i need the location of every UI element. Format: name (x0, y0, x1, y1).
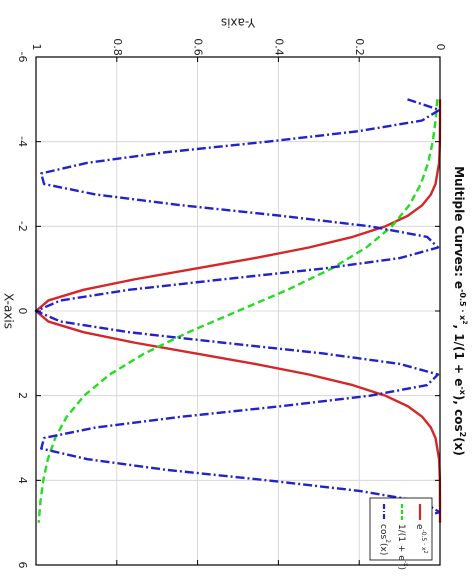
grid-lines (36, 57, 440, 565)
y-tick-label: 0.6 (192, 38, 205, 56)
x-tick-label: 0 (16, 308, 29, 315)
chart-title: Multiple Curves: e-0.5 · x2, 1/(1 + e-x)… (452, 166, 468, 456)
x-axis-label: X-axis (2, 293, 16, 329)
x-tick-label: -4 (16, 136, 29, 147)
title-exp1: -0.5 · x (458, 289, 467, 321)
legend: e-0.5 · x2 1/(1 + e-x) cos2(x) (369, 497, 433, 570)
legend-label-3: cos2(x) (379, 524, 392, 555)
title-exp1-sq: 2 (461, 320, 468, 324)
title-suffix: (x) (452, 437, 466, 456)
y-tick-label: 0.8 (111, 38, 124, 56)
y-tick-label: 0.2 (353, 38, 366, 56)
y-tick-label: 1 (30, 44, 43, 51)
legend-box (369, 497, 433, 561)
series-line-2 (37, 99, 439, 523)
x-tick-label: 6 (16, 562, 29, 569)
legend-label-2: 1/(1 + e-x) (397, 524, 410, 570)
title-prefix: Multiple Curves: e (452, 166, 466, 289)
x-tick-label: -6 (16, 52, 29, 63)
y-tick-label: 0.4 (272, 38, 285, 56)
x-tick-label: -2 (16, 221, 29, 232)
legend-items: e-0.5 · x2 1/(1 + e-x) cos2(x) (379, 504, 429, 570)
title-mid: , 1/(1 + e (452, 325, 466, 387)
legend-label-1: e-0.5 · x2 (415, 524, 429, 554)
axis-ticks: 0 0.2 0.4 0.6 0.8 1-6 -4 -2 0 2 4 6 (16, 38, 447, 568)
y-axis-label: Y-axis (221, 16, 256, 30)
title-exp2: -x (458, 386, 467, 395)
y-tick-label: 0 (434, 44, 447, 51)
title-exp3: 2 (458, 432, 467, 438)
x-tick-label: 4 (16, 477, 29, 484)
title-mid2: ), cos (452, 395, 466, 432)
x-tick-label: 2 (16, 392, 29, 399)
